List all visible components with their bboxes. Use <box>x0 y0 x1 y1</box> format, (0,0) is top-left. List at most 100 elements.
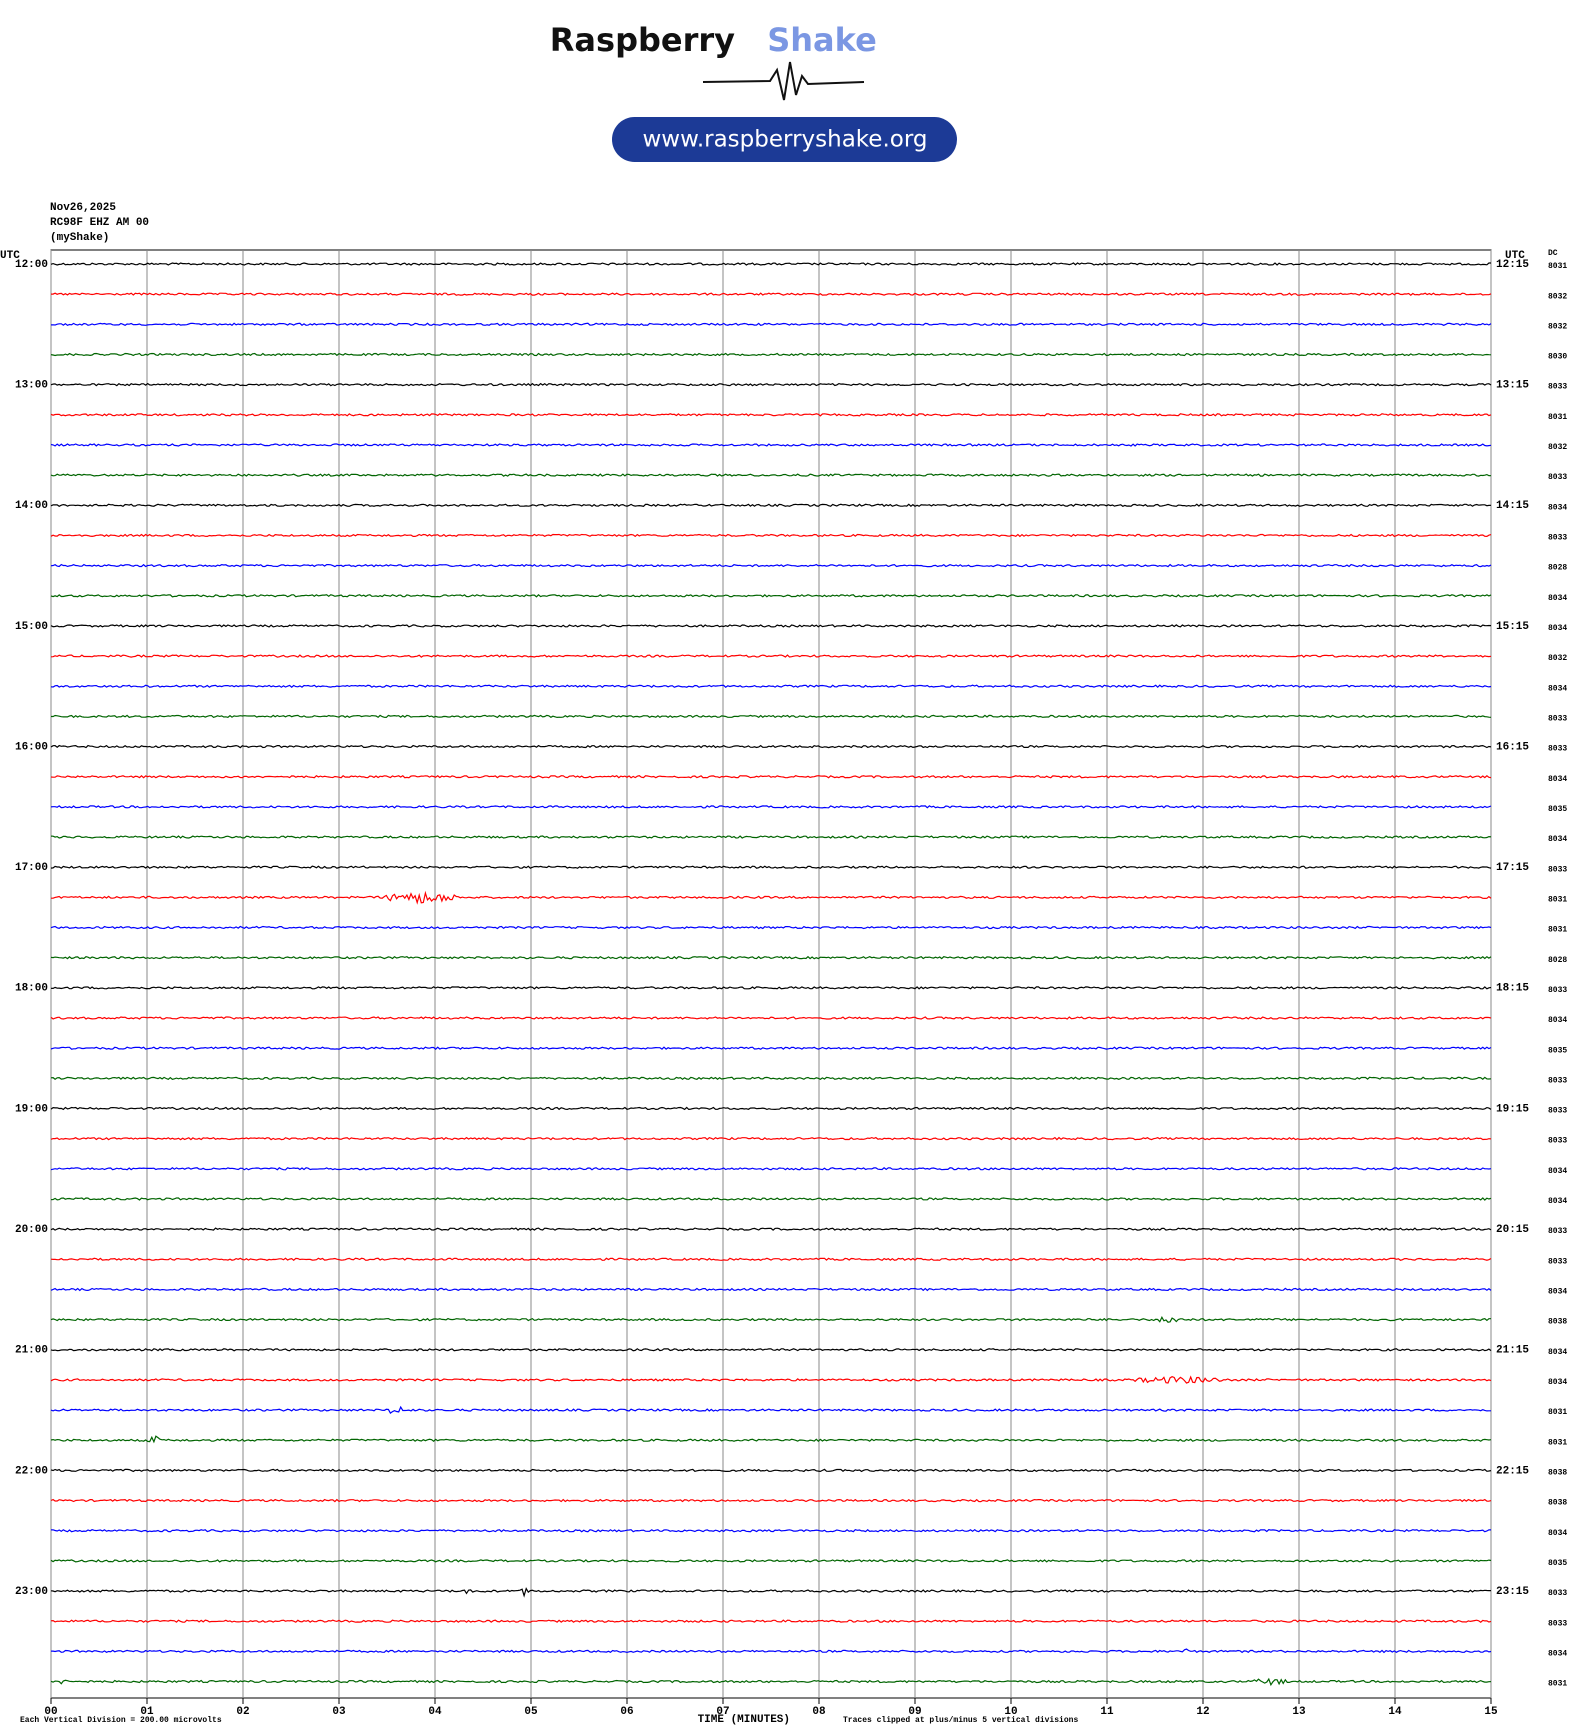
dc-value: 8033 <box>1548 1227 1567 1236</box>
logo-brand: Raspberry <box>550 21 735 59</box>
trace <box>50 925 1492 930</box>
x-tick-label: 09 <box>908 1706 921 1718</box>
trace <box>50 1528 1491 1533</box>
row-label-right: 14:15 <box>1496 500 1529 512</box>
trace <box>50 1167 1492 1171</box>
dc-value: 8033 <box>1548 1107 1567 1116</box>
scale-note: Each Vertical Division = 200.00 microvol… <box>20 1716 222 1725</box>
row-label-left: 19:00 <box>15 1103 48 1115</box>
dc-value: 8032 <box>1548 654 1567 663</box>
trace <box>50 593 1492 598</box>
trace <box>50 382 1492 387</box>
x-tick-label: 01 <box>140 1706 154 1718</box>
trace <box>50 835 1492 839</box>
row-label-left: 15:00 <box>15 621 48 633</box>
trace <box>50 1375 1492 1384</box>
row-label-right: 22:15 <box>1496 1465 1529 1477</box>
dc-value: 8033 <box>1548 745 1567 754</box>
trace <box>50 1257 1492 1262</box>
trace <box>50 322 1492 327</box>
trace <box>50 1468 1492 1473</box>
dc-value: 8035 <box>1548 805 1567 814</box>
dc-value: 8031 <box>1548 262 1567 271</box>
x-tick-label: 04 <box>428 1706 442 1718</box>
trace <box>50 413 1492 417</box>
row-label-right: 18:15 <box>1496 983 1529 995</box>
dc-value: 8033 <box>1548 383 1567 392</box>
trace <box>50 1677 1492 1687</box>
x-tick-label: 00 <box>44 1706 57 1718</box>
trace <box>50 1498 1492 1503</box>
x-tick-label: 15 <box>1484 1706 1498 1718</box>
trace <box>51 890 1492 905</box>
trace <box>51 292 1492 296</box>
dc-value: 8033 <box>1548 1619 1567 1628</box>
row-label-left: 23:00 <box>15 1586 48 1598</box>
dc-value: 8034 <box>1548 1378 1567 1387</box>
x-tick-label: 11 <box>1100 1706 1114 1718</box>
dc-value: 8033 <box>1548 986 1567 995</box>
url[interactable]: www.raspberryshake.org <box>643 127 928 153</box>
trace <box>50 865 1492 869</box>
dc-value: 8034 <box>1548 624 1567 633</box>
row-label-right: 16:15 <box>1496 741 1529 753</box>
trace <box>50 1227 1492 1231</box>
x-tick-label: 03 <box>332 1706 346 1718</box>
trace <box>50 443 1492 447</box>
dc-value: 8038 <box>1548 1318 1567 1327</box>
dc-value: 8034 <box>1548 775 1567 784</box>
trace <box>50 1016 1492 1020</box>
trace <box>50 986 1492 990</box>
dc-value: 8032 <box>1548 322 1567 331</box>
trace <box>50 262 1491 266</box>
row-label-left: 14:00 <box>15 500 48 512</box>
dc-value: 8033 <box>1548 1076 1567 1085</box>
row-label-right: 23:15 <box>1496 1586 1529 1598</box>
row-label-right: 15:15 <box>1496 621 1529 633</box>
trace <box>50 563 1492 568</box>
dc-value: 8038 <box>1548 1499 1567 1508</box>
trace <box>50 533 1492 538</box>
x-tick-label: 02 <box>236 1706 249 1718</box>
trace <box>50 955 1492 960</box>
dc-value: 8033 <box>1548 865 1567 874</box>
dc-value: 8034 <box>1548 503 1567 512</box>
row-label-left: 21:00 <box>15 1345 48 1357</box>
trace <box>50 1197 1492 1201</box>
dc-value: 8033 <box>1548 1257 1567 1266</box>
trace <box>50 1287 1492 1292</box>
left-axis-title: UTC <box>0 250 20 262</box>
dc-value: 8031 <box>1548 926 1567 935</box>
trace <box>50 805 1492 809</box>
dc-value: 8035 <box>1548 1559 1567 1568</box>
x-tick-label: 13 <box>1292 1706 1306 1718</box>
row-label-right: 20:15 <box>1496 1224 1529 1236</box>
dc-value: 8033 <box>1548 473 1567 482</box>
trace <box>50 1046 1492 1051</box>
plot-frame <box>50 249 1492 1699</box>
dc-value: 8033 <box>1548 1137 1567 1146</box>
logo-squiggle <box>702 61 865 101</box>
x-tick-label: 14 <box>1388 1706 1402 1718</box>
row-label-left: 12:00 <box>15 259 48 271</box>
dc-value: 8034 <box>1548 684 1567 693</box>
row-label-left: 17:00 <box>15 862 48 874</box>
trace <box>50 654 1492 658</box>
dc-value: 8034 <box>1548 1348 1567 1357</box>
trace <box>50 774 1492 779</box>
row-label-left: 22:00 <box>15 1465 48 1477</box>
x-tick-label: 07 <box>716 1706 729 1718</box>
x-tick-label: 08 <box>812 1706 826 1718</box>
trace <box>50 744 1492 749</box>
dc-title: DC <box>1548 249 1558 258</box>
trace <box>50 352 1492 357</box>
url-pill[interactable] <box>612 117 957 162</box>
dc-value: 8034 <box>1548 594 1567 603</box>
trace <box>51 1648 1492 1654</box>
clip-note: Traces clipped at plus/minus 5 vertical … <box>843 1716 1078 1725</box>
dc-value: 8038 <box>1548 1469 1567 1478</box>
dc-value: 8028 <box>1548 956 1567 965</box>
trace <box>50 1348 1492 1352</box>
trace <box>50 1076 1492 1081</box>
